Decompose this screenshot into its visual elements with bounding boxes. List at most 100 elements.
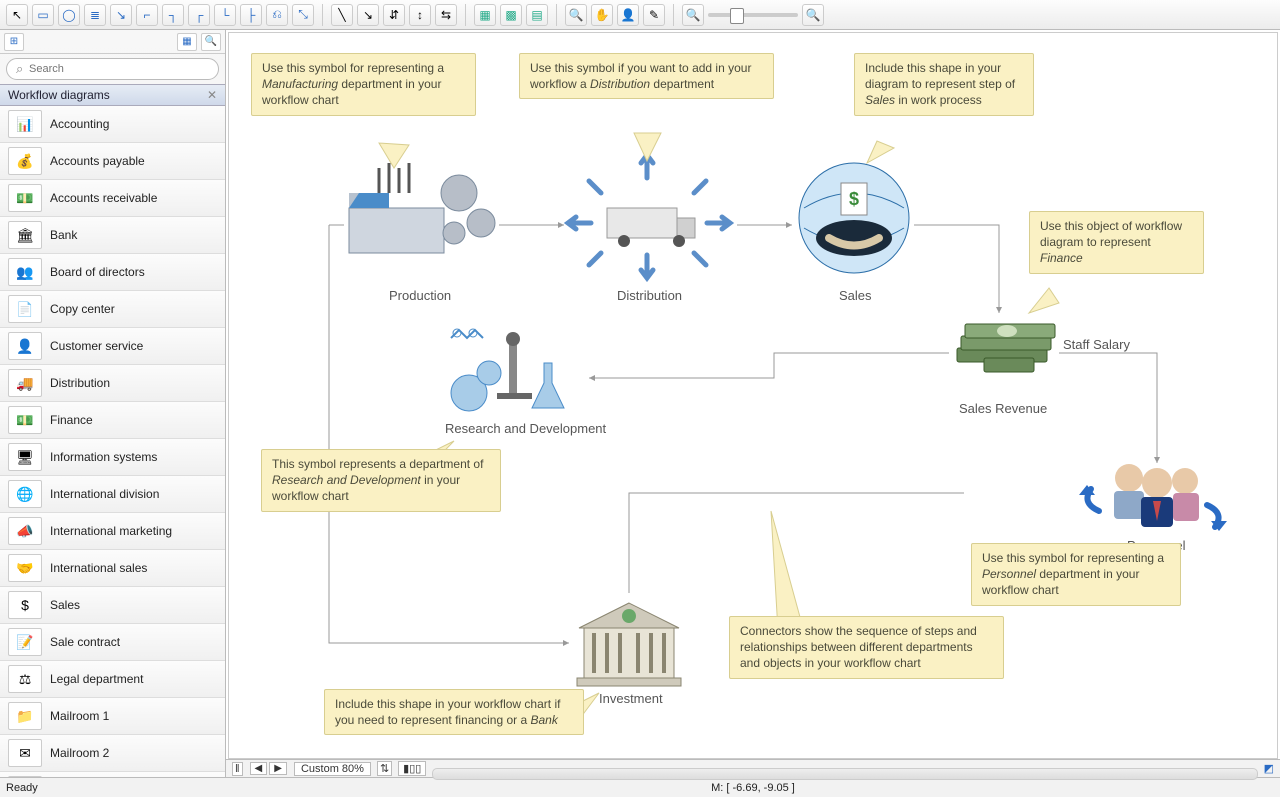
- close-panel-icon[interactable]: ✕: [207, 88, 217, 102]
- staff-salary-label: Staff Salary: [1063, 337, 1130, 352]
- hand-icon[interactable]: ✋: [591, 4, 613, 26]
- investment-icon: [577, 603, 681, 686]
- grid2-icon[interactable]: ▩: [500, 4, 522, 26]
- revenue-label: Sales Revenue: [959, 401, 1047, 416]
- text-tool-icon[interactable]: ≣: [84, 4, 106, 26]
- library-item[interactable]: 🤝International sales: [0, 550, 225, 587]
- library-item[interactable]: 📣International marketing: [0, 513, 225, 550]
- distribution-label: Distribution: [617, 288, 682, 303]
- library-item-label: Board of directors: [50, 265, 145, 279]
- library-list: 📊Accounting💰Accounts payable💵Accounts re…: [0, 106, 225, 777]
- library-thumb-icon: 👤: [8, 332, 42, 360]
- sales-icon: $: [799, 163, 909, 273]
- library-item[interactable]: 🚚 Distribution: [0, 365, 225, 402]
- zoom-icon[interactable]: 🔍: [565, 4, 587, 26]
- library-item[interactable]: ✉ Mailroom 2: [0, 735, 225, 772]
- library-item[interactable]: 💰Accounts payable: [0, 143, 225, 180]
- zoom-combo[interactable]: Custom 80%: [294, 762, 371, 776]
- thumb-view-icon[interactable]: ▦: [177, 33, 197, 51]
- library-item[interactable]: 📁Mailroom 1: [0, 698, 225, 735]
- callout: Use this symbol for representing a Perso…: [971, 543, 1181, 606]
- page-tabs[interactable]: ▮▯▯: [398, 761, 426, 776]
- library-item-label: Mailroom 2: [50, 746, 109, 760]
- library-item[interactable]: $Sales: [0, 587, 225, 624]
- library-thumb-icon: 💵: [8, 406, 42, 434]
- callout: Use this symbol if you want to add in yo…: [519, 53, 774, 99]
- library-thumb-icon: ⚖: [8, 665, 42, 693]
- page-nav[interactable]: ◀▶: [249, 762, 288, 775]
- library-thumb-icon: 🚚: [8, 369, 42, 397]
- library-panel-header[interactable]: Workflow diagrams ✕: [0, 84, 225, 106]
- corner-grip-icon: ◩: [1264, 762, 1274, 775]
- connector6-icon[interactable]: ├: [240, 4, 262, 26]
- library-thumb-icon: 🖥: [8, 443, 42, 471]
- revenue-icon: [957, 324, 1055, 372]
- personnel-icon: [1079, 464, 1227, 531]
- library-item[interactable]: 👥 Board of directors: [0, 254, 225, 291]
- zoom-in-icon[interactable]: 🔍: [802, 4, 824, 26]
- library-item[interactable]: 🌐International division: [0, 476, 225, 513]
- line4-icon[interactable]: ↕: [409, 4, 431, 26]
- investment-label: Investment: [599, 691, 663, 706]
- user-icon[interactable]: 👤: [617, 4, 639, 26]
- library-item[interactable]: 💵Accounts receivable: [0, 180, 225, 217]
- panel-toggle-icon[interactable]: ‖: [232, 762, 243, 776]
- connector8-icon[interactable]: ⤡: [292, 4, 314, 26]
- library-item-label: Customer service: [50, 339, 143, 353]
- line5-icon[interactable]: ⇆: [435, 4, 457, 26]
- tree-view-icon[interactable]: ⊞: [4, 33, 24, 51]
- zoom-out-icon[interactable]: 🔍: [682, 4, 704, 26]
- library-item[interactable]: 🖥Information systems: [0, 439, 225, 476]
- grid3-icon[interactable]: ▤: [526, 4, 548, 26]
- canvas[interactable]: $: [228, 32, 1278, 759]
- library-item-label: International division: [50, 487, 159, 501]
- library-item-label: International marketing: [50, 524, 172, 538]
- callout: Include this shape in your workflow char…: [324, 689, 584, 735]
- production-icon: [349, 163, 495, 253]
- h-scrollbar[interactable]: [432, 764, 1257, 774]
- library-item[interactable]: 🏛Bank: [0, 217, 225, 254]
- line1-icon[interactable]: ╲: [331, 4, 353, 26]
- canvas-wrap: $: [226, 30, 1280, 777]
- zoom-stepper-icon[interactable]: ⇅: [377, 761, 392, 776]
- cursor-tool-icon[interactable]: ↖: [6, 4, 28, 26]
- library-item-label: Accounts receivable: [50, 191, 157, 205]
- rect-tool-icon[interactable]: ▭: [32, 4, 54, 26]
- library-thumb-icon: 📁: [8, 702, 42, 730]
- library-thumb-icon: ✉: [8, 739, 42, 767]
- search-wrap: [0, 54, 225, 84]
- search-toggle-icon[interactable]: 🔍: [201, 33, 221, 51]
- connector4-icon[interactable]: ┌: [188, 4, 210, 26]
- sales-label: Sales: [839, 288, 872, 303]
- line2-icon[interactable]: ↘: [357, 4, 379, 26]
- library-item-label: Copy center: [50, 302, 115, 316]
- library-item[interactable]: ⚖Legal department: [0, 661, 225, 698]
- connector3-icon[interactable]: ┐: [162, 4, 184, 26]
- callout: Connectors show the sequence of steps an…: [729, 616, 1004, 679]
- pencil-icon[interactable]: ✎: [643, 4, 665, 26]
- library-item[interactable]: 📊Accounting: [0, 106, 225, 143]
- ellipse-tool-icon[interactable]: ◯: [58, 4, 80, 26]
- svg-text:$: $: [849, 189, 859, 209]
- connector7-icon[interactable]: ⎌: [266, 4, 288, 26]
- library-item[interactable]: 💵 Finance: [0, 402, 225, 439]
- zoom-slider[interactable]: [708, 13, 798, 17]
- connector5-icon[interactable]: └: [214, 4, 236, 26]
- search-input[interactable]: [6, 58, 219, 80]
- connector1-icon[interactable]: ↘: [110, 4, 132, 26]
- library-item-label: Sales: [50, 598, 80, 612]
- distribution-icon: [568, 155, 730, 278]
- library-item[interactable]: 💻Online booking: [0, 772, 225, 777]
- status-ready: Ready: [0, 782, 226, 794]
- main-toolbar: ↖ ▭ ◯ ≣ ↘ ⌐ ┐ ┌ └ ├ ⎌ ⤡ ╲ ↘ ⇵ ↕ ⇆ ▦ ▩ ▤ …: [0, 0, 1280, 30]
- library-item-label: Finance: [50, 413, 93, 427]
- connector2-icon[interactable]: ⌐: [136, 4, 158, 26]
- library-item[interactable]: 📄 Copy center: [0, 291, 225, 328]
- library-item-label: Distribution: [50, 376, 110, 390]
- library-item[interactable]: 📝Sale contract: [0, 624, 225, 661]
- library-thumb-icon: 📄: [8, 295, 42, 323]
- grid1-icon[interactable]: ▦: [474, 4, 496, 26]
- line3-icon[interactable]: ⇵: [383, 4, 405, 26]
- library-item[interactable]: 👤 Customer service: [0, 328, 225, 365]
- library-thumb-icon: 👥: [8, 258, 42, 286]
